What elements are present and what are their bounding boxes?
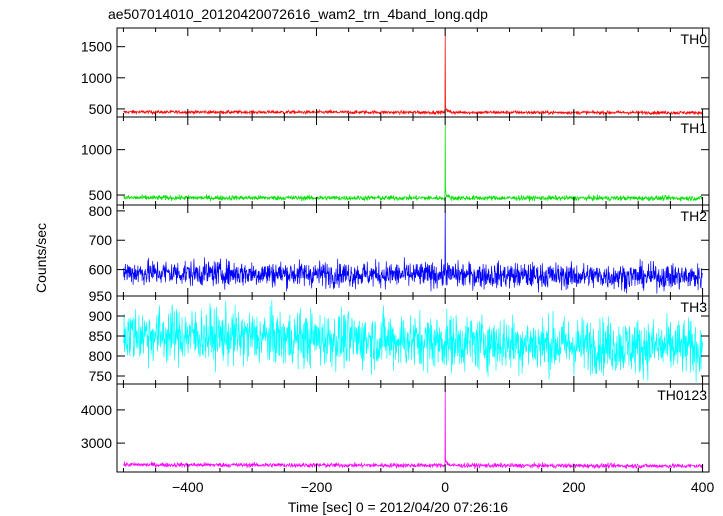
x-tick-labels: −400 −200 0 200 400 (172, 479, 714, 495)
y-tick-label: 1000 (81, 70, 112, 86)
y-tick-label: 500 (89, 101, 113, 117)
series-line-th0123 (123, 384, 703, 470)
panel-title: TH2 (681, 208, 708, 224)
chart-title: ae507014010_20120420072616_wam2_trn_4ban… (108, 6, 488, 22)
panels-group: TH0 500 1000 1500 TH1 500 1000 TH2 600 700 800 TH3 7… (81, 27, 710, 473)
series-line-th2 (123, 205, 703, 294)
panel-th3: TH3 750 800 850 900 950 (89, 288, 710, 385)
y-tick-label: 600 (89, 262, 113, 278)
y-tick-label: 900 (89, 308, 113, 324)
panel-frame (116, 204, 710, 297)
y-tick-label: 750 (89, 368, 113, 384)
panel-title: TH0 (681, 31, 708, 47)
y-tick-label: 4000 (81, 402, 112, 418)
series-line-th3 (123, 300, 703, 383)
y-tick-label: 700 (89, 232, 113, 248)
panel-th1: TH1 500 1000 (81, 116, 710, 206)
x-tick-label: −200 (301, 479, 333, 495)
panel-title: TH1 (681, 120, 708, 136)
y-tick-label: 950 (89, 288, 113, 304)
panel-frame (116, 116, 710, 206)
x-tick-label: −400 (172, 479, 204, 495)
panel-th2: TH2 600 700 800 (89, 203, 710, 297)
x-tick-label: 200 (562, 479, 586, 495)
series-line-th0 (123, 28, 703, 116)
y-tick-label: 850 (89, 328, 113, 344)
panel-title: TH0123 (657, 387, 707, 403)
panel-th0: TH0 500 1000 1500 (81, 27, 710, 118)
y-tick-label: 800 (89, 348, 113, 364)
y-tick-label: 3000 (81, 435, 112, 451)
y-tick-label: 500 (89, 187, 113, 203)
y-tick-label: 800 (89, 203, 113, 219)
panel-title: TH3 (681, 299, 708, 315)
panel-frame (116, 383, 710, 473)
y-tick-label: 1000 (81, 142, 112, 158)
y-tick-label: 1500 (81, 39, 112, 55)
x-axis-label: Time [sec] 0 = 2012/04/20 07:26:16 (288, 499, 508, 515)
series-line-th1 (123, 117, 703, 202)
x-tick-label: 0 (441, 479, 449, 495)
panel-frame (116, 27, 710, 118)
panel-th0123: TH0123 3000 4000 (81, 383, 710, 473)
y-axis-label: Counts/sec (33, 223, 49, 293)
x-tick-label: 400 (691, 479, 715, 495)
